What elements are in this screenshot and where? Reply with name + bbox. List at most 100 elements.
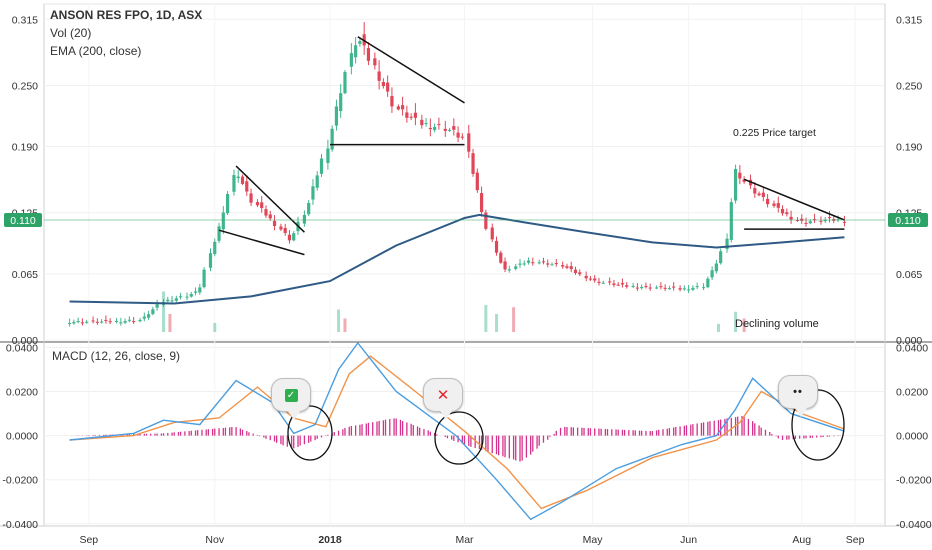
candle-body <box>635 287 639 289</box>
volume-bar <box>495 314 499 332</box>
candle-body <box>302 214 307 224</box>
macd-tick-label-right: -0.0400 <box>896 519 932 531</box>
candle-body <box>413 112 418 118</box>
candle-body <box>433 126 437 131</box>
candle-body <box>593 278 597 281</box>
current-price-tag-left <box>4 213 42 227</box>
candle-body <box>189 294 193 297</box>
trendline <box>743 178 845 221</box>
candle-body <box>279 226 283 230</box>
price-tick-label-right: 0.190 <box>896 142 922 154</box>
candle-body <box>475 172 479 191</box>
volume-bar <box>484 305 488 332</box>
candle-body <box>283 228 287 233</box>
macd-tick-label-right: 0.0200 <box>896 387 928 399</box>
price-tick-label-right: 0.065 <box>896 269 922 281</box>
candle-body <box>507 269 511 271</box>
candle-body <box>225 194 230 214</box>
current-price-label-right: 0.110 <box>895 215 921 227</box>
candle-body <box>531 262 535 264</box>
candle-body <box>601 282 605 284</box>
macd-tick-label-left: -0.0400 <box>2 519 38 531</box>
candle-body <box>366 48 371 61</box>
candle-body <box>776 203 780 208</box>
current-price-tag-right <box>888 213 928 227</box>
candle-body <box>780 208 785 214</box>
candle-body <box>565 266 569 268</box>
candle-body <box>268 214 272 219</box>
candle-body <box>245 181 249 192</box>
trendline <box>235 165 305 233</box>
candle-body <box>132 321 136 323</box>
check-bubble: ✓ <box>271 378 311 420</box>
candle-body <box>631 285 635 287</box>
candle-body <box>518 263 522 265</box>
candle-body <box>842 221 847 223</box>
candle-body <box>714 263 718 272</box>
candle-body <box>672 286 676 288</box>
price-tick-label-left: 0.000 <box>12 335 38 347</box>
candle-body <box>808 221 812 224</box>
price-tick-label-right: 0.000 <box>896 335 922 347</box>
candle-body <box>742 179 746 182</box>
candle-body <box>785 212 789 215</box>
candle-body <box>311 186 315 200</box>
volume-bar <box>337 309 341 332</box>
candle-body <box>319 158 324 174</box>
macd-line <box>69 341 845 521</box>
macd-legend: MACD (12, 26, close, 9) <box>52 349 181 363</box>
candle-body <box>494 240 499 253</box>
candle-body <box>541 261 546 263</box>
candle-body <box>354 45 358 58</box>
candle-body <box>695 286 699 288</box>
price-target-annotation: 0.225 Price target <box>733 127 816 139</box>
time-tick-label: Sep <box>79 534 98 546</box>
neutral-bubble: •• <box>778 375 818 417</box>
candle-body <box>550 264 554 266</box>
candle-body <box>608 281 612 283</box>
candle-body <box>208 253 213 268</box>
candle-body <box>179 296 183 298</box>
candle-body <box>232 175 236 192</box>
price-tick-label-left: 0.065 <box>12 269 38 281</box>
candle-body <box>185 296 189 298</box>
candle-body <box>68 323 72 325</box>
volume-bar <box>742 318 746 332</box>
candle-body <box>428 127 432 130</box>
candle-body <box>584 275 588 279</box>
candle-body <box>424 123 428 125</box>
candle-body <box>170 300 174 302</box>
candle-body <box>701 287 706 289</box>
dots-icon: •• <box>793 386 803 398</box>
macd-tick-label-left: -0.0200 <box>2 475 38 487</box>
candle-body <box>236 176 240 179</box>
candle-body <box>644 286 648 288</box>
trendline <box>357 36 465 104</box>
candle-body <box>471 153 475 174</box>
candle-body <box>80 322 85 324</box>
candle-body <box>659 286 663 288</box>
candle-body <box>307 202 311 215</box>
candle-body <box>292 233 296 241</box>
candle-body <box>330 128 334 150</box>
candle-body <box>264 209 268 216</box>
macd-tick-label-left: 0.0400 <box>6 342 38 354</box>
candle-body <box>151 309 155 314</box>
candle-body <box>443 128 447 131</box>
candle-body <box>467 133 471 152</box>
candle-body <box>597 281 601 283</box>
symbol-legend: ANSON RES FPO, 1D, ASX <box>50 8 203 22</box>
macd-tick-label-right: 0.0000 <box>896 431 928 443</box>
candle-body <box>260 202 264 209</box>
crossover-circle <box>791 389 845 461</box>
candle-body <box>334 106 339 126</box>
candle-body <box>561 265 565 267</box>
cross-icon: ✕ <box>436 387 450 404</box>
candle-body <box>456 132 460 138</box>
ema-200-line <box>69 213 845 305</box>
volume-bar <box>734 311 738 332</box>
price-tick-label-right: 0.315 <box>896 14 922 26</box>
candle-body <box>452 126 456 130</box>
candle-body <box>381 82 385 87</box>
